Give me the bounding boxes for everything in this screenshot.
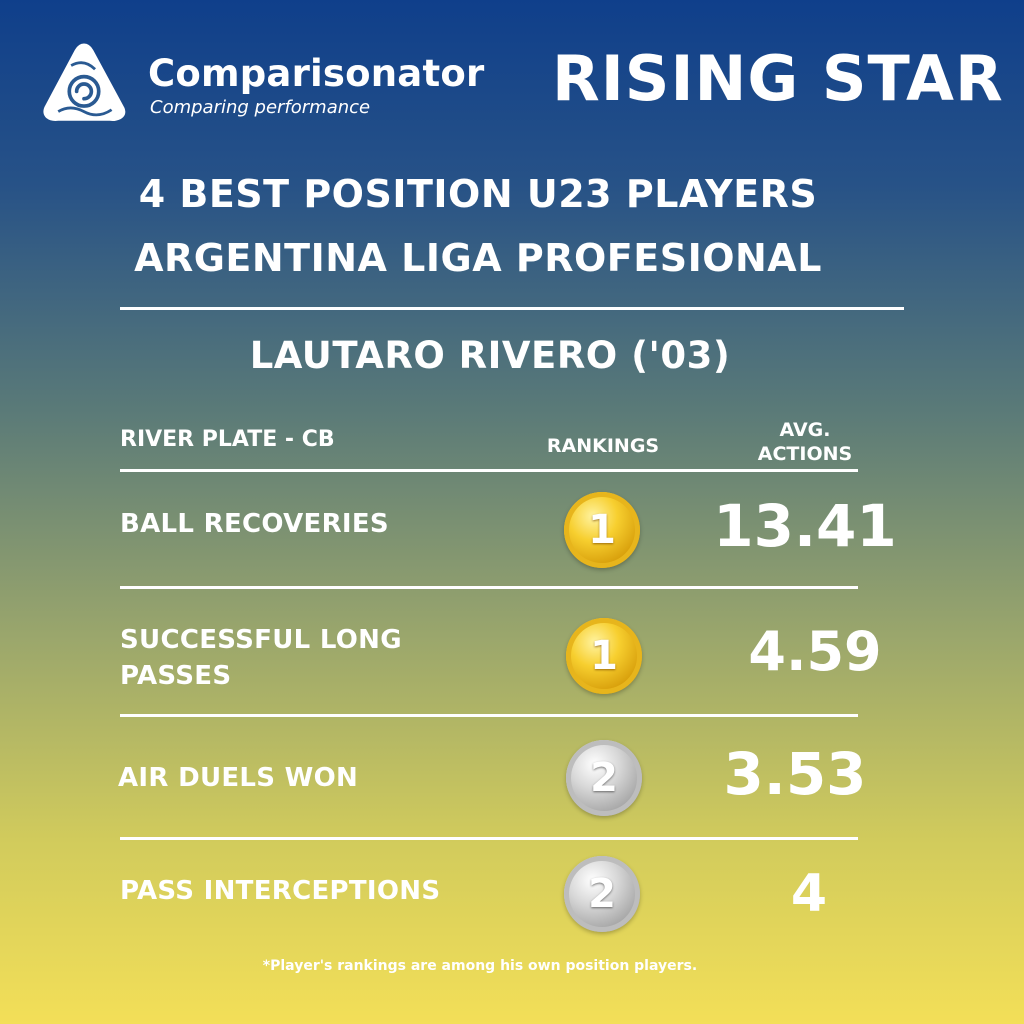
stat-metric-label: AIR DUELS WON — [118, 763, 359, 793]
triangle-swirl-logo-icon — [43, 43, 126, 122]
avg-header-line-1: AVG. — [779, 419, 831, 441]
row-divider — [120, 586, 858, 589]
stat-metric-label: SUCCESSFUL LONG PASSES — [120, 622, 402, 694]
gold-medal-icon: 1 — [566, 618, 642, 694]
stat-value: 3.53 — [723, 740, 867, 808]
team-position: RIVER PLATE - CB — [120, 427, 335, 452]
divider — [120, 307, 904, 310]
headline-line-1: 4 BEST POSITION U23 PLAYERS — [138, 172, 818, 216]
player-name: LAUTARO RIVERO ('03) — [249, 334, 731, 377]
footnote: *Player's rankings are among his own pos… — [262, 958, 698, 974]
row-divider — [120, 469, 858, 472]
silver-medal-icon: 2 — [564, 856, 640, 932]
brand-tagline: Comparing performance — [150, 97, 371, 118]
brand-name: Comparisonator — [148, 52, 485, 95]
stat-metric-label: PASS INTERCEPTIONS — [120, 876, 441, 906]
badge-title: RISING STAR — [552, 42, 1004, 115]
row-divider — [120, 837, 858, 840]
silver-medal-icon: 2 — [566, 740, 642, 816]
stat-metric-label-line-1: SUCCESSFUL LONG — [120, 625, 402, 655]
stat-value: 4 — [790, 864, 828, 924]
stat-value: 13.41 — [713, 492, 897, 560]
avg-actions-column-header: AVG. ACTIONS — [740, 418, 870, 466]
headline-line-2: ARGENTINA LIGA PROFESIONAL — [134, 236, 822, 280]
avg-header-line-2: ACTIONS — [757, 443, 853, 465]
gold-medal-icon: 1 — [564, 492, 640, 568]
row-divider — [120, 714, 858, 717]
stat-metric-label: BALL RECOVERIES — [120, 509, 389, 539]
stat-value: 4.59 — [748, 620, 882, 683]
stat-metric-label-line-2: PASSES — [120, 661, 232, 691]
rankings-column-header: RANKINGS — [546, 435, 660, 457]
